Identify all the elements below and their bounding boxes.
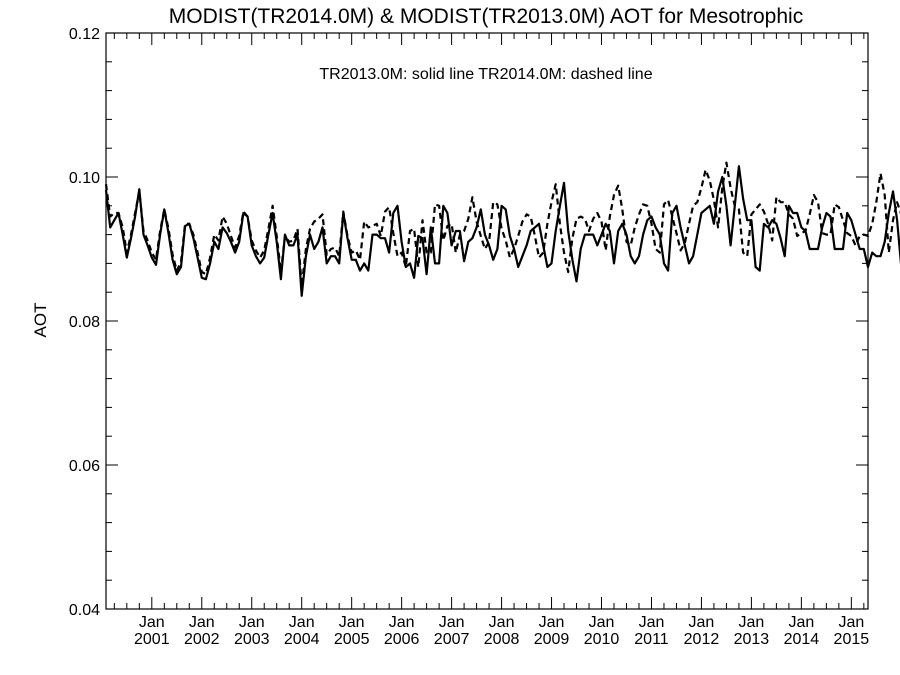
series-line-dashed [104, 161, 900, 288]
plot-frame [105, 32, 869, 610]
x-tick-year-label: 2014 [784, 631, 820, 648]
legend-annotation: TR2013.0M: solid line TR2014.0M: dashed … [319, 66, 652, 83]
series-line-solid [104, 165, 900, 297]
y-tick-label: 0.10 [69, 170, 100, 187]
x-tick-year-label: 2011 [634, 631, 669, 648]
x-tick-month-label: Jan [838, 614, 864, 631]
x-tick-year-label: 2013 [734, 631, 770, 648]
x-axis-ticks: Jan2001Jan2002Jan2003Jan2004Jan2005Jan20… [113, 33, 870, 648]
x-tick-year-label: 2009 [534, 631, 570, 648]
x-tick-month-label: Jan [489, 614, 515, 631]
x-tick-month-label: Jan [589, 614, 615, 631]
x-tick-year-label: 2010 [584, 631, 620, 648]
x-tick-month-label: Jan [289, 614, 315, 631]
x-tick-year-label: 2001 [134, 631, 170, 648]
x-tick-year-label: 2015 [834, 631, 870, 648]
x-tick-year-label: 2012 [684, 631, 720, 648]
y-tick-label: 0.04 [69, 602, 100, 619]
x-tick-month-label: Jan [639, 614, 665, 631]
series-lines [104, 161, 900, 297]
x-tick-month-label: Jan [739, 614, 765, 631]
x-tick-year-label: 2008 [484, 631, 520, 648]
x-tick-year-label: 2002 [184, 631, 220, 648]
y-tick-label: 0.06 [69, 458, 100, 475]
x-tick-month-label: Jan [189, 614, 215, 631]
y-tick-label: 0.12 [69, 26, 100, 43]
y-axis-label: AOT [31, 303, 50, 338]
x-tick-month-label: Jan [389, 614, 415, 631]
chart-title: MODIST(TR2014.0M) & MODIST(TR2013.0M) AO… [169, 5, 803, 28]
x-tick-year-label: 2007 [434, 631, 470, 648]
x-tick-year-label: 2005 [334, 631, 370, 648]
x-tick-year-label: 2004 [284, 631, 320, 648]
y-tick-label: 0.08 [69, 314, 100, 331]
x-tick-month-label: Jan [139, 614, 165, 631]
x-tick-month-label: Jan [689, 614, 715, 631]
x-tick-year-label: 2006 [384, 631, 420, 648]
x-tick-month-label: Jan [788, 614, 814, 631]
x-tick-year-label: 2003 [234, 631, 270, 648]
x-tick-month-label: Jan [239, 614, 265, 631]
x-tick-month-label: Jan [339, 614, 365, 631]
x-tick-month-label: Jan [539, 614, 565, 631]
x-tick-month-label: Jan [439, 614, 465, 631]
plot-frame-rect [105, 32, 869, 610]
y-axis-ticks: 0.04 0.06 0.08 0.10 0.12 [69, 26, 868, 619]
